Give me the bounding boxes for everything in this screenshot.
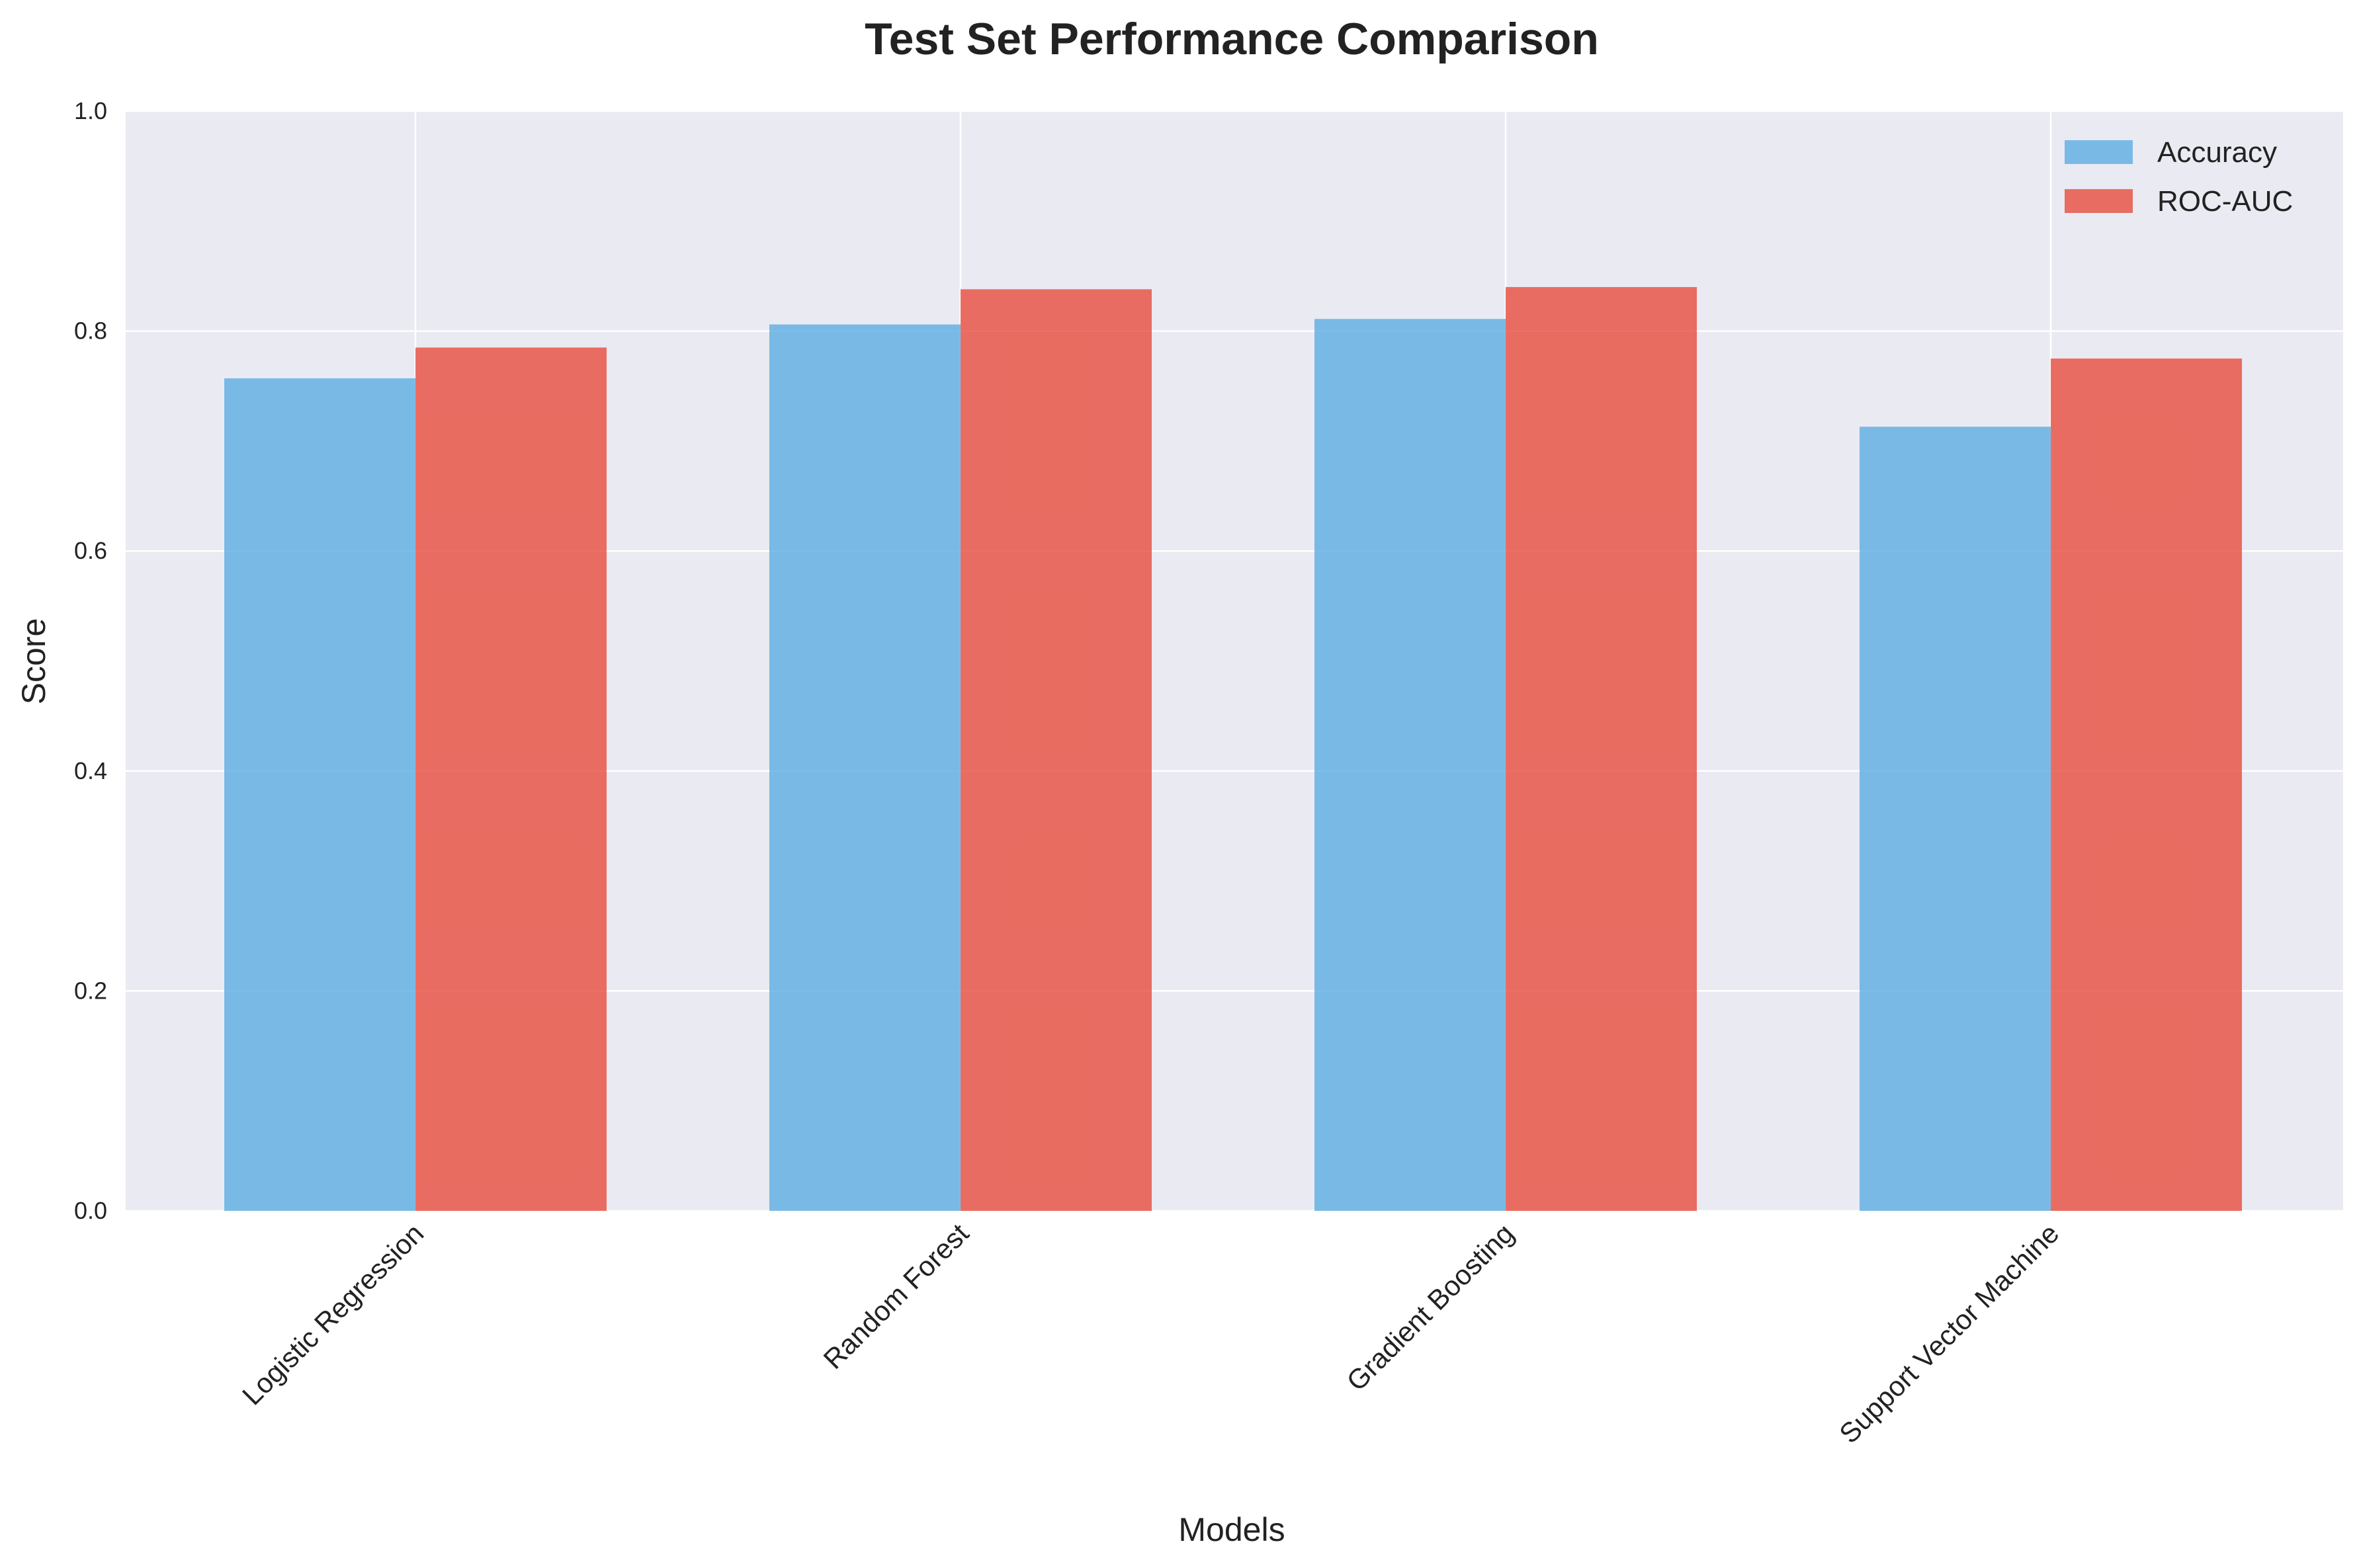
legend-swatch-roc-auc (2065, 189, 2133, 213)
bar-roc-auc-3 (1506, 287, 1697, 1212)
legend-swatch-accuracy (2065, 140, 2133, 164)
x-tick-label: Random Forest (817, 1217, 974, 1375)
x-tick-label: Support Vector Machine (1833, 1217, 2065, 1449)
bars-group (224, 287, 2242, 1212)
y-tick-label: 0.8 (74, 317, 107, 345)
bar-roc-auc-4 (2051, 358, 2242, 1211)
x-tick-label: Gradient Boosting (1340, 1217, 1520, 1397)
y-tick-label: 0.4 (74, 757, 107, 784)
bar-roc-auc-1 (415, 347, 607, 1212)
y-axis-ticks: 0.0 0.2 0.4 0.6 0.8 1.0 (74, 97, 107, 1224)
bar-accuracy-3 (1314, 319, 1506, 1211)
y-tick-label: 0.6 (74, 537, 107, 564)
legend-label-roc-auc: ROC-AUC (2157, 185, 2293, 218)
x-axis-ticks: Logistic Regression Random Forest Gradient… (236, 1217, 2065, 1449)
x-tick-label: Logistic Regression (236, 1217, 429, 1411)
bar-accuracy-4 (1860, 427, 2051, 1211)
legend-label-accuracy: Accuracy (2157, 136, 2277, 169)
bar-roc-auc-2 (961, 289, 1152, 1211)
x-axis-label: Models (1178, 1511, 1285, 1548)
bar-accuracy-1 (224, 378, 415, 1211)
bar-accuracy-2 (769, 324, 961, 1211)
y-tick-label: 1.0 (74, 97, 107, 124)
y-tick-label: 0.0 (74, 1197, 107, 1224)
chart-title: Test Set Performance Comparison (865, 14, 1599, 64)
y-axis-label: Score (15, 618, 52, 705)
y-tick-label: 0.2 (74, 977, 107, 1004)
legend: Accuracy ROC-AUC (2065, 136, 2293, 218)
